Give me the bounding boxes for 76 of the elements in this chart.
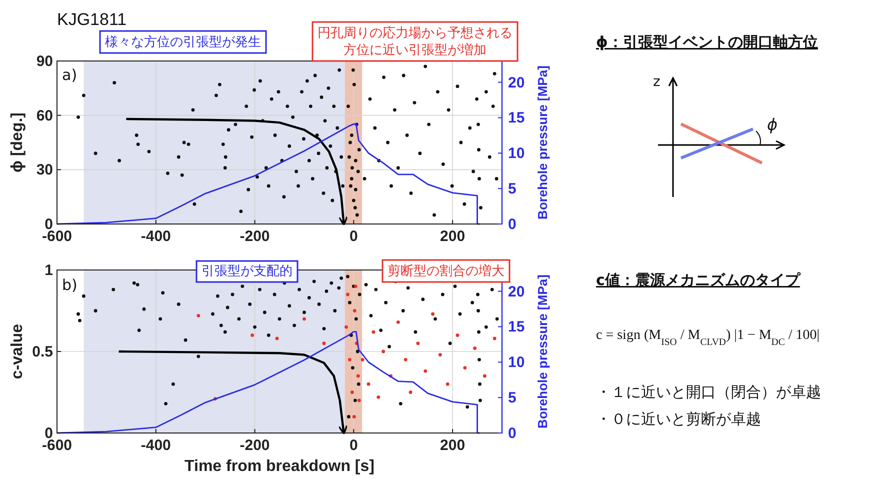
- y2-tick-label: 0: [508, 425, 516, 442]
- point: [408, 390, 412, 394]
- y2-tick-label: 10: [508, 145, 525, 162]
- x-tick-label: -200: [240, 228, 270, 245]
- x-axis-title: Time from breakdown [s]: [184, 458, 374, 475]
- point: [346, 292, 350, 296]
- x-tick-label: -400: [140, 437, 171, 454]
- point: [416, 342, 420, 346]
- text: z: [653, 74, 660, 90]
- point: [404, 358, 408, 362]
- text: 様々な方位の引張型が発生: [105, 34, 261, 50]
- y-axis-title: ϕ [deg.]: [9, 112, 26, 172]
- point: [482, 374, 486, 378]
- y2-tick-label: 10: [508, 354, 525, 372]
- x-tick-label: 0: [349, 437, 358, 454]
- x-tick-label: -600: [42, 437, 72, 454]
- point: [357, 398, 361, 402]
- point: [424, 369, 428, 373]
- y-axis-title: c-value: [9, 324, 26, 380]
- annotation: 剪断型の割合の増大: [388, 263, 504, 279]
- x-tick-label: -200: [240, 437, 270, 454]
- y-tick-label: 60: [36, 107, 53, 124]
- chart-title: KJG1811: [57, 10, 127, 29]
- point: [473, 346, 477, 350]
- y2-tick-label: 15: [508, 110, 525, 127]
- point: [344, 325, 348, 329]
- point: [352, 415, 356, 418]
- text: 円孔周りの応力場から予想される: [318, 25, 512, 41]
- point: [275, 336, 279, 340]
- point: [372, 330, 376, 334]
- y-tick-label: 30: [36, 162, 53, 179]
- y2-tick-label: 0: [508, 216, 516, 233]
- y2-tick-label: 5: [508, 180, 516, 198]
- point: [196, 314, 200, 318]
- y2-tick-label: 15: [508, 318, 525, 336]
- point: [463, 366, 467, 370]
- point: [376, 395, 380, 399]
- y2-tick-label: 20: [508, 283, 525, 300]
- text: ・１に近いと開口（閉合）が卓越: [596, 383, 821, 401]
- y2-axis-title: Borehole pressure [MPa]: [535, 274, 550, 428]
- point: [456, 334, 460, 337]
- point: [322, 342, 326, 346]
- y2-tick-label: 5: [508, 390, 516, 407]
- point: [446, 382, 450, 386]
- point: [348, 358, 352, 362]
- text: ϕ: [767, 115, 778, 134]
- point: [302, 317, 306, 321]
- point: [360, 358, 364, 362]
- text: ・０に近いと剪断が卓越: [596, 410, 761, 428]
- x-tick-label: 200: [440, 437, 466, 454]
- line-series: [56, 330, 480, 434]
- y2-tick-label: 20: [508, 74, 525, 92]
- y-tick-label: 0.5: [32, 344, 53, 360]
- point: [350, 390, 354, 394]
- y-tick-label: 1: [44, 262, 53, 279]
- point: [366, 382, 370, 386]
- annotation: a): [62, 66, 78, 84]
- annotation: b): [62, 276, 78, 294]
- point: [352, 309, 356, 312]
- point: [492, 336, 496, 340]
- point: [438, 353, 442, 356]
- y-tick-label: 90: [36, 53, 53, 70]
- y2-axis-title: Borehole pressure [MPa]: [535, 66, 550, 220]
- text: 方位に近い引張型が増加: [344, 42, 486, 58]
- point: [382, 350, 386, 354]
- text: c = sign (M$_{ISO}$ / M$_{CLVD}$) |1 − M$_{DC}$ / 100|: [596, 328, 820, 348]
- point: [356, 374, 360, 378]
- line-series: [56, 123, 480, 225]
- point: [250, 334, 254, 337]
- x-tick-label: -400: [140, 228, 171, 245]
- point: [431, 312, 434, 316]
- x-tick-label: 0: [349, 228, 358, 245]
- point: [396, 320, 400, 324]
- x-tick-label: 200: [440, 228, 466, 245]
- annotation: 引張型が支配的: [202, 264, 292, 279]
- x-tick-label: -600: [42, 228, 72, 245]
